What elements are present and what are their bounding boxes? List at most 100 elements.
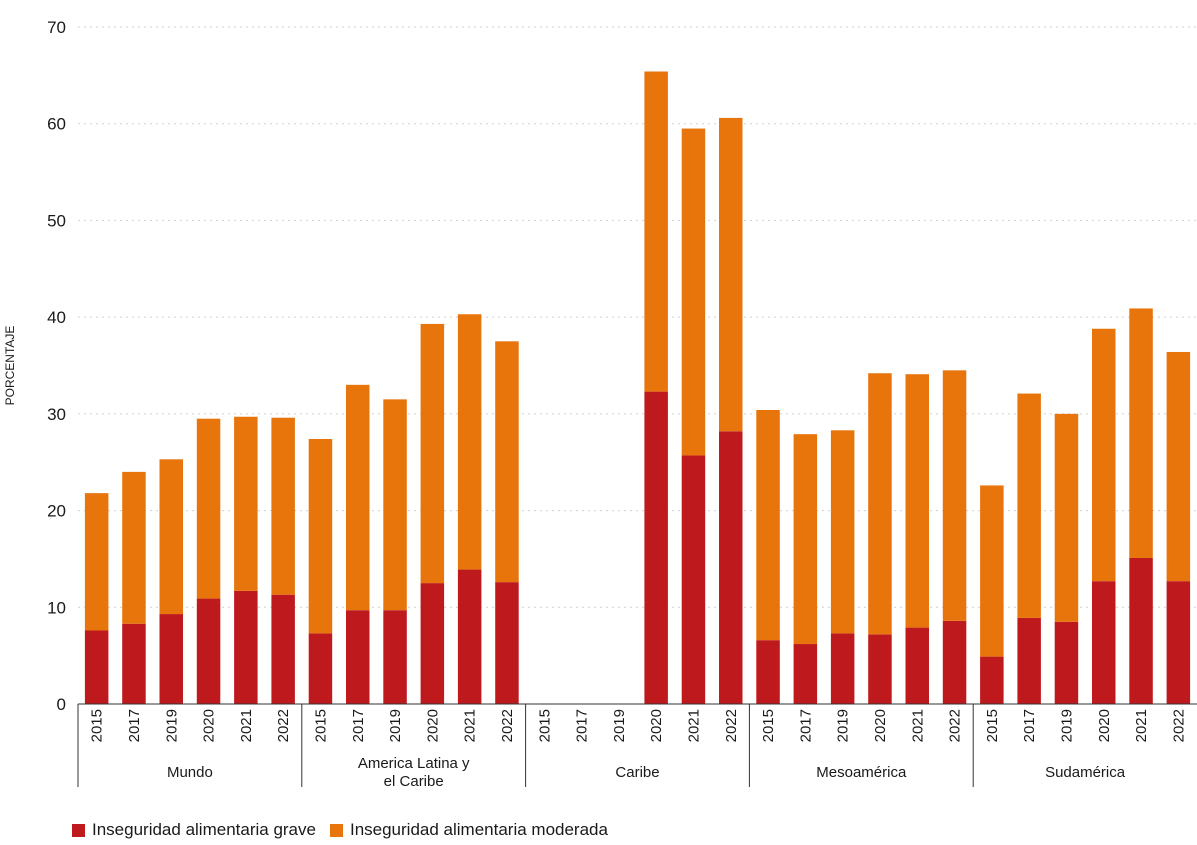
- x-tick-label: 2020: [424, 709, 441, 742]
- x-tick-label: 2015: [984, 709, 1001, 742]
- bar-moderada: [383, 399, 407, 611]
- x-tick-label: 2019: [611, 709, 628, 742]
- y-tick-label: 50: [47, 211, 66, 230]
- x-tick-label: 2021: [909, 709, 926, 742]
- x-tick-label: 2021: [685, 709, 702, 742]
- x-tick-label: 2017: [350, 709, 367, 742]
- bar-grave: [196, 598, 221, 704]
- x-tick-label: 2022: [947, 709, 964, 742]
- bar-moderada: [1017, 393, 1041, 618]
- x-tick-label: 2021: [462, 709, 479, 742]
- bar-grave: [1017, 617, 1041, 704]
- x-tick-label: 2019: [1058, 709, 1075, 742]
- legend-item-grave: Inseguridad alimentaria grave: [72, 820, 316, 840]
- y-tick-label: 20: [47, 502, 66, 521]
- bar-moderada: [308, 439, 333, 634]
- legend-label-grave: Inseguridad alimentaria grave: [92, 820, 316, 839]
- x-tick-label: 2020: [872, 709, 889, 742]
- bar-grave: [495, 582, 519, 704]
- y-tick-label: 0: [57, 695, 66, 714]
- x-axis: 2015 2017 2019 2020 2021 2022 Mundo 2015 2017 201…: [77, 703, 1197, 790]
- y-axis-label: PORCENTAJE: [3, 326, 17, 406]
- x-tick-label: 2021: [1133, 709, 1150, 742]
- bar-moderada: [756, 409, 780, 641]
- x-tick-label: 2019: [835, 709, 852, 742]
- x-tick-label: 2020: [1096, 709, 1113, 742]
- bar-moderada: [830, 430, 855, 634]
- bar-grave: [84, 630, 109, 704]
- bar-moderada: [1129, 308, 1153, 558]
- bar-moderada: [1054, 413, 1079, 622]
- bar-grave: [830, 633, 855, 704]
- x-tick-label: 2017: [574, 709, 591, 742]
- bar-moderada: [84, 493, 109, 631]
- bar-grave: [271, 594, 295, 704]
- bar-moderada: [868, 373, 892, 635]
- bar-moderada: [159, 459, 183, 615]
- bar-grave: [159, 614, 183, 704]
- group-label: Mesoamérica: [816, 764, 907, 781]
- x-tick-label: 2021: [238, 709, 255, 742]
- bar-grave: [942, 620, 967, 704]
- bar-grave: [980, 656, 1004, 704]
- bar-grave: [1054, 621, 1079, 704]
- bar-grave: [681, 455, 706, 704]
- bar-grave: [457, 569, 482, 704]
- x-tick-label: 2019: [163, 709, 180, 742]
- bar-moderada: [495, 341, 519, 583]
- x-tick-label: 2017: [126, 709, 143, 742]
- bar-moderada: [942, 370, 967, 621]
- x-tick-label: 2017: [1021, 709, 1038, 742]
- y-tick-label: 30: [47, 405, 66, 424]
- bar-moderada: [719, 117, 743, 432]
- bar-grave: [420, 583, 445, 704]
- bar-moderada: [1166, 351, 1191, 582]
- x-tick-label: 2015: [536, 709, 553, 742]
- bar-grave: [644, 391, 668, 704]
- bar-grave: [1166, 581, 1191, 704]
- bar-grave: [234, 590, 258, 704]
- group-label: America Latina y: [358, 755, 470, 772]
- y-tick-label: 40: [47, 308, 66, 327]
- y-tick-label: 10: [47, 598, 66, 617]
- bar-grave: [346, 610, 370, 704]
- x-tick-label: 2022: [275, 709, 292, 742]
- bar-moderada: [122, 471, 146, 624]
- x-tick-label: 2015: [760, 709, 777, 742]
- bar-moderada: [346, 384, 370, 611]
- group-label: el Caribe: [384, 773, 444, 790]
- bar-moderada: [1092, 328, 1116, 582]
- bar-grave: [905, 627, 929, 704]
- bar-grave: [756, 640, 780, 704]
- x-tick-label: 2015: [312, 709, 329, 742]
- group-label: Caribe: [615, 764, 659, 781]
- x-tick-label: 2020: [201, 709, 218, 742]
- legend-item-moderada: Inseguridad alimentaria moderada: [329, 820, 608, 840]
- bar-moderada: [271, 417, 295, 595]
- bar-moderada: [644, 71, 668, 392]
- bar-moderada: [420, 323, 445, 584]
- bar-grave: [308, 633, 333, 704]
- bar-grave: [793, 644, 818, 704]
- x-tick-label: 2022: [499, 709, 516, 742]
- bar-moderada: [234, 416, 258, 591]
- x-tick-label: 2019: [387, 709, 404, 742]
- gridlines: [78, 26, 1197, 608]
- y-tick-label: 70: [47, 18, 66, 37]
- x-tick-label: 2022: [1170, 709, 1187, 742]
- bar-moderada: [196, 418, 221, 599]
- x-tick-label: 2017: [797, 709, 814, 742]
- legend-label-moderada: Inseguridad alimentaria moderada: [349, 820, 608, 839]
- bar-grave: [383, 610, 407, 704]
- bar-moderada: [457, 314, 482, 570]
- legend-swatch-moderada: [329, 823, 343, 837]
- bars: [84, 71, 1191, 704]
- legend: Inseguridad alimentaria grave Insegurida…: [72, 820, 608, 840]
- bar-grave: [1129, 557, 1153, 704]
- bar-grave: [868, 634, 892, 704]
- bar-grave: [122, 623, 146, 704]
- group-label: Mundo: [167, 764, 213, 781]
- y-axis-ticks: 0 10 20 30 40 50 60 70: [47, 18, 66, 714]
- bar-moderada: [793, 434, 818, 645]
